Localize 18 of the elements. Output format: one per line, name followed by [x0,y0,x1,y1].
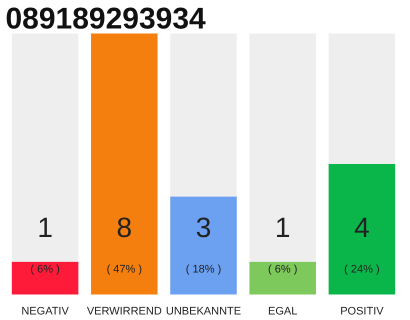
x-tick-label: POSITIV [340,306,384,318]
annotation: ( 24% ) [344,264,380,276]
data-label: 4 [354,212,370,244]
x-tick-label: NEGATIV [21,306,70,318]
bar [12,262,78,294]
data-label: 1 [37,212,53,244]
x-tick-label: VERWIRREND [86,306,162,318]
annotation: ( 6% ) [30,264,60,276]
bar [249,262,316,294]
chart-title: 089189293934 [6,2,206,36]
annotation: ( 47% ) [106,264,142,276]
data-label: 1 [274,212,290,244]
annotation: ( 18% ) [186,264,222,276]
data-label: 8 [116,212,132,244]
annotation: ( 6% ) [268,264,298,276]
data-label: 3 [196,212,212,244]
x-tick-label: EGAL [268,306,298,318]
x-tick-label: UNBEKANNTE [166,306,242,318]
